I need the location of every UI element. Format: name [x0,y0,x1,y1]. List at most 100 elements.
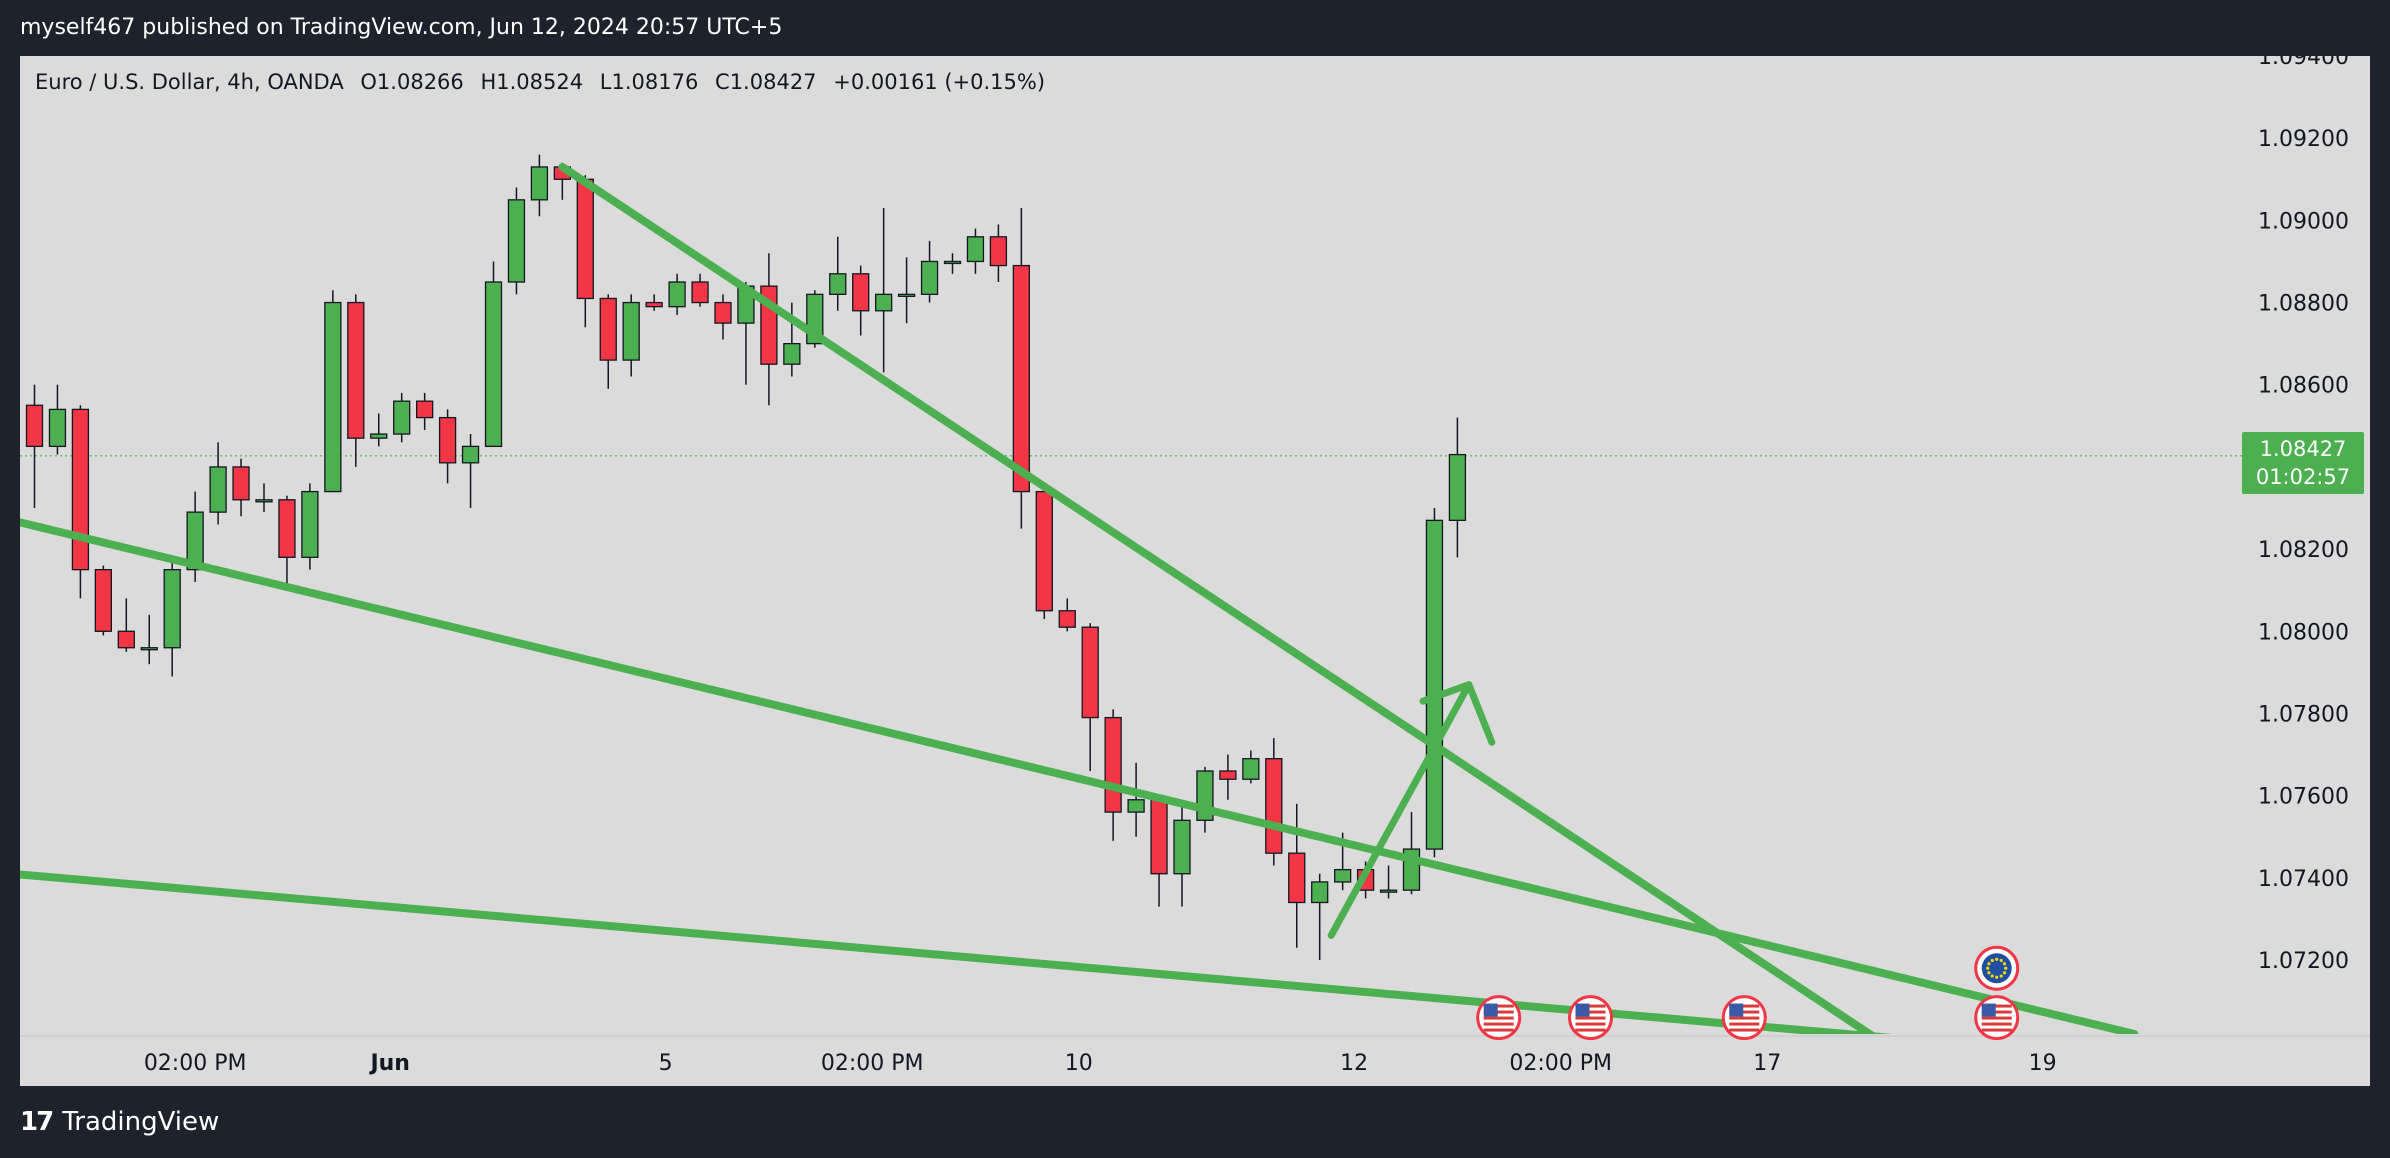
candle-up[interactable] [966,236,985,263]
candle-up[interactable] [507,199,526,283]
x-tick-label: 19 [2029,1051,2057,1076]
candle-down[interactable] [347,301,365,439]
candle-up[interactable] [255,499,273,503]
current-price-label: 1.08427 [2259,437,2347,461]
y-tick-label: 1.07800 [2258,702,2349,727]
candle-down[interactable] [25,404,44,448]
candle-down[interactable] [852,273,870,312]
high-value: H1.08524 [480,70,584,94]
x-tick-label: 5 [659,1051,673,1076]
candle-up[interactable] [875,293,893,312]
candle-up[interactable] [1334,868,1352,883]
candle-up[interactable] [1173,819,1191,875]
current-price-badge: 1.08427 01:02:57 [2242,432,2364,494]
us-flag-icon[interactable] [1721,995,1767,1041]
candle-up[interactable] [530,166,549,201]
candle-up[interactable] [1448,453,1467,521]
chart-legend: Euro / U.S. Dollar, 4h, OANDA O1.08266 H… [35,70,1055,94]
candle-up[interactable] [484,281,503,448]
y-tick-label: 1.09400 [2258,56,2349,70]
symbol-label: Euro / U.S. Dollar, 4h, OANDA [35,70,344,94]
candle-down[interactable] [94,569,112,632]
trendline[interactable] [558,162,1882,1042]
candle-down[interactable] [1265,758,1283,854]
candle-up[interactable] [1311,881,1329,904]
arrow-line[interactable] [1327,681,1473,939]
candle-down[interactable] [415,400,434,419]
trendlines [20,162,2139,1042]
candle-up[interactable] [461,445,480,464]
candle-down[interactable] [599,297,617,361]
x-tick-label: 17 [1753,1051,1781,1076]
candle-down[interactable] [1035,490,1053,612]
y-tick-label: 1.07600 [2258,785,2349,810]
candle-up[interactable] [140,647,158,651]
us-flag-icon[interactable] [1568,995,1614,1041]
chart-area[interactable]: 1.09400 1.09200 1.09000 1.08800 1.08600 1.084… [20,56,2370,1086]
candle-down[interactable] [1288,852,1306,904]
candle-up[interactable] [209,466,227,513]
y-tick-label: 1.07400 [2258,867,2349,892]
y-tick-label: 1.08000 [2258,620,2349,645]
candle-up[interactable] [668,281,686,308]
candle-down[interactable] [714,301,732,324]
us-flag-icon[interactable] [1974,995,2020,1041]
candle-down[interactable] [1104,716,1122,813]
y-tick-label: 1.07200 [2258,949,2349,974]
candle-up[interactable] [1242,758,1260,780]
arrow-head[interactable] [1419,681,1473,705]
candle-down[interactable] [1219,770,1237,780]
candle-up[interactable] [48,408,67,448]
candle-down[interactable] [576,178,594,300]
candle-down[interactable] [117,630,135,649]
candle-up[interactable] [324,301,342,493]
open-value: O1.08266 [360,70,464,94]
brand-label[interactable]: TradingView [62,1107,220,1137]
change-value: +0.00161 (+0.15%) [833,70,1046,94]
candle-down[interactable] [232,466,250,501]
candle-up[interactable] [393,400,411,435]
candle-up[interactable] [943,260,962,265]
candle-up[interactable] [622,301,640,361]
candle-up[interactable] [186,511,204,571]
candlestick-chart[interactable]: 1.09400 1.09200 1.09000 1.08800 1.08600 1.084… [20,56,2370,1086]
candle-down[interactable] [1081,626,1099,719]
candles [25,154,1467,961]
y-tick-label: 1.09200 [2258,127,2349,152]
candle-down[interactable] [71,408,90,571]
candle-down[interactable] [1150,799,1168,875]
event-markers [1476,945,2020,1041]
candle-down[interactable] [691,281,709,304]
bar-countdown: 01:02:57 [2255,465,2351,489]
y-tick-label: 1.08600 [2258,374,2349,399]
candle-up[interactable] [920,260,939,295]
x-tick-label: 02:00 PM [1509,1051,1612,1076]
candle-up[interactable] [301,490,319,558]
eu-flag-icon[interactable] [1974,945,2020,991]
candle-up[interactable] [829,273,847,295]
x-tick-label: Jun [368,1051,410,1076]
candle-up[interactable] [1127,799,1145,813]
candle-down[interactable] [645,301,663,308]
candle-up[interactable] [783,342,801,365]
tradingview-logo-icon[interactable]: 17 [20,1107,54,1137]
candle-up[interactable] [1379,889,1398,893]
trendline[interactable] [20,518,2139,1034]
y-tick-label: 1.08200 [2258,538,2349,563]
candle-down[interactable] [1058,610,1076,628]
candle-down[interactable] [278,499,296,558]
us-flag-icon[interactable] [1476,995,1522,1041]
candle-up[interactable] [163,569,181,649]
candle-down[interactable] [1012,264,1030,493]
y-tick-label: 1.08800 [2258,292,2349,317]
candle-up[interactable] [370,433,388,439]
axes: 1.09400 1.09200 1.09000 1.08800 1.08600 1.084… [20,56,2370,1076]
candle-up[interactable] [1425,519,1444,850]
y-tick-label: 1.09000 [2258,209,2349,234]
candle-up[interactable] [897,293,916,297]
candle-down[interactable] [438,416,457,464]
low-value: L1.08176 [599,70,699,94]
arrow-head[interactable] [1465,681,1496,746]
candle-down[interactable] [989,236,1008,267]
